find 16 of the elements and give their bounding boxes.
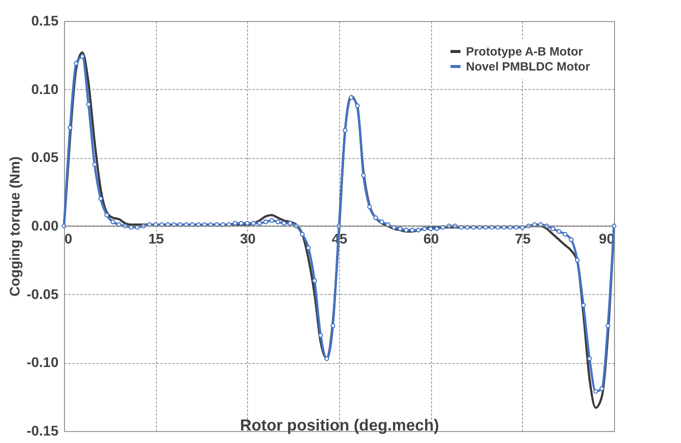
legend-label: Prototype A-B Motor [466, 44, 584, 58]
y-tick-label: 0.15 [31, 12, 59, 28]
y-tick-label: -0.05 [26, 286, 59, 302]
y-tick-label: -0.10 [26, 354, 59, 370]
x-tick-label: 0 [64, 230, 72, 246]
x-tick-label: 15 [148, 230, 164, 246]
y-tick-label: 0.10 [31, 80, 59, 97]
x-tick-label: 75 [515, 230, 531, 246]
y-axis-title: Cogging torque (Nm) [6, 156, 23, 296]
legend-label: Novel PMBLDC Motor [466, 60, 590, 74]
x-axis-title: Rotor position (deg.mech) [240, 418, 440, 434]
y-tick-label: -0.15 [26, 422, 59, 438]
y-tick-label: 0.00 [31, 218, 59, 234]
y-tick-label: 0.05 [31, 149, 59, 166]
x-tick-label: 60 [423, 230, 440, 246]
x-tick-label: 30 [240, 230, 256, 246]
